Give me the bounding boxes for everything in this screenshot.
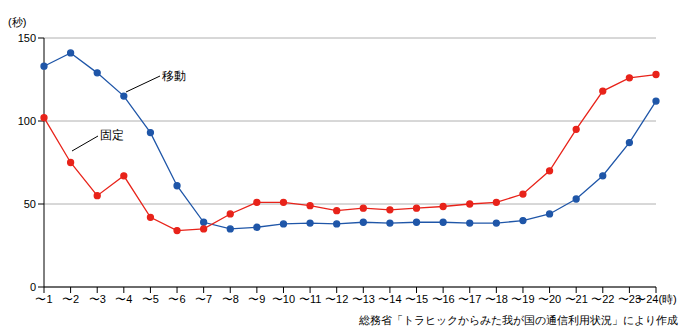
svg-text:〜4: 〜4 <box>115 293 132 305</box>
svg-text:〜1: 〜1 <box>35 293 52 305</box>
html-text:(秒): (秒) <box>8 16 27 28</box>
svg-text:固定: 固定 <box>100 128 124 142</box>
svg-text:〜14: 〜14 <box>378 293 401 305</box>
svg-text:100: 100 <box>18 115 36 127</box>
svg-text:50: 50 <box>24 198 36 210</box>
svg-text:〜16: 〜16 <box>432 293 455 305</box>
svg-text:0: 0 <box>30 281 36 293</box>
svg-text:〜22: 〜22 <box>591 293 614 305</box>
svg-text:〜24(時): 〜24(時) <box>635 293 676 305</box>
svg-text:〜11: 〜11 <box>299 293 321 305</box>
svg-text:〜13: 〜13 <box>352 293 375 305</box>
svg-text:〜17: 〜17 <box>458 293 481 305</box>
svg-text:〜19: 〜19 <box>511 293 534 305</box>
svg-text:〜6: 〜6 <box>168 293 185 305</box>
svg-text:〜5: 〜5 <box>142 293 159 305</box>
svg-text:〜2: 〜2 <box>62 293 79 305</box>
svg-text:150: 150 <box>18 32 36 44</box>
svg-text:〜8: 〜8 <box>222 293 239 305</box>
svg-text:〜7: 〜7 <box>195 293 212 305</box>
svg-text:〜9: 〜9 <box>248 293 265 305</box>
svg-text:〜23: 〜23 <box>617 292 641 305</box>
svg-text:〜10: 〜10 <box>272 293 295 305</box>
html-text:総務省「トラヒックからみた我が国の通信利用状況」により作成: 総務省「トラヒックからみた我が国の通信利用状況」により作成 <box>359 314 678 326</box>
svg-text:〜18: 〜18 <box>485 293 508 305</box>
svg-text:〜15: 〜15 <box>405 293 428 305</box>
svg-text:〜12: 〜12 <box>325 293 348 305</box>
svg-text:〜20: 〜20 <box>538 293 561 305</box>
svg-text:〜3: 〜3 <box>89 293 106 305</box>
svg-text:〜21: 〜21 <box>565 293 588 305</box>
svg-text:移動: 移動 <box>162 69 186 83</box>
